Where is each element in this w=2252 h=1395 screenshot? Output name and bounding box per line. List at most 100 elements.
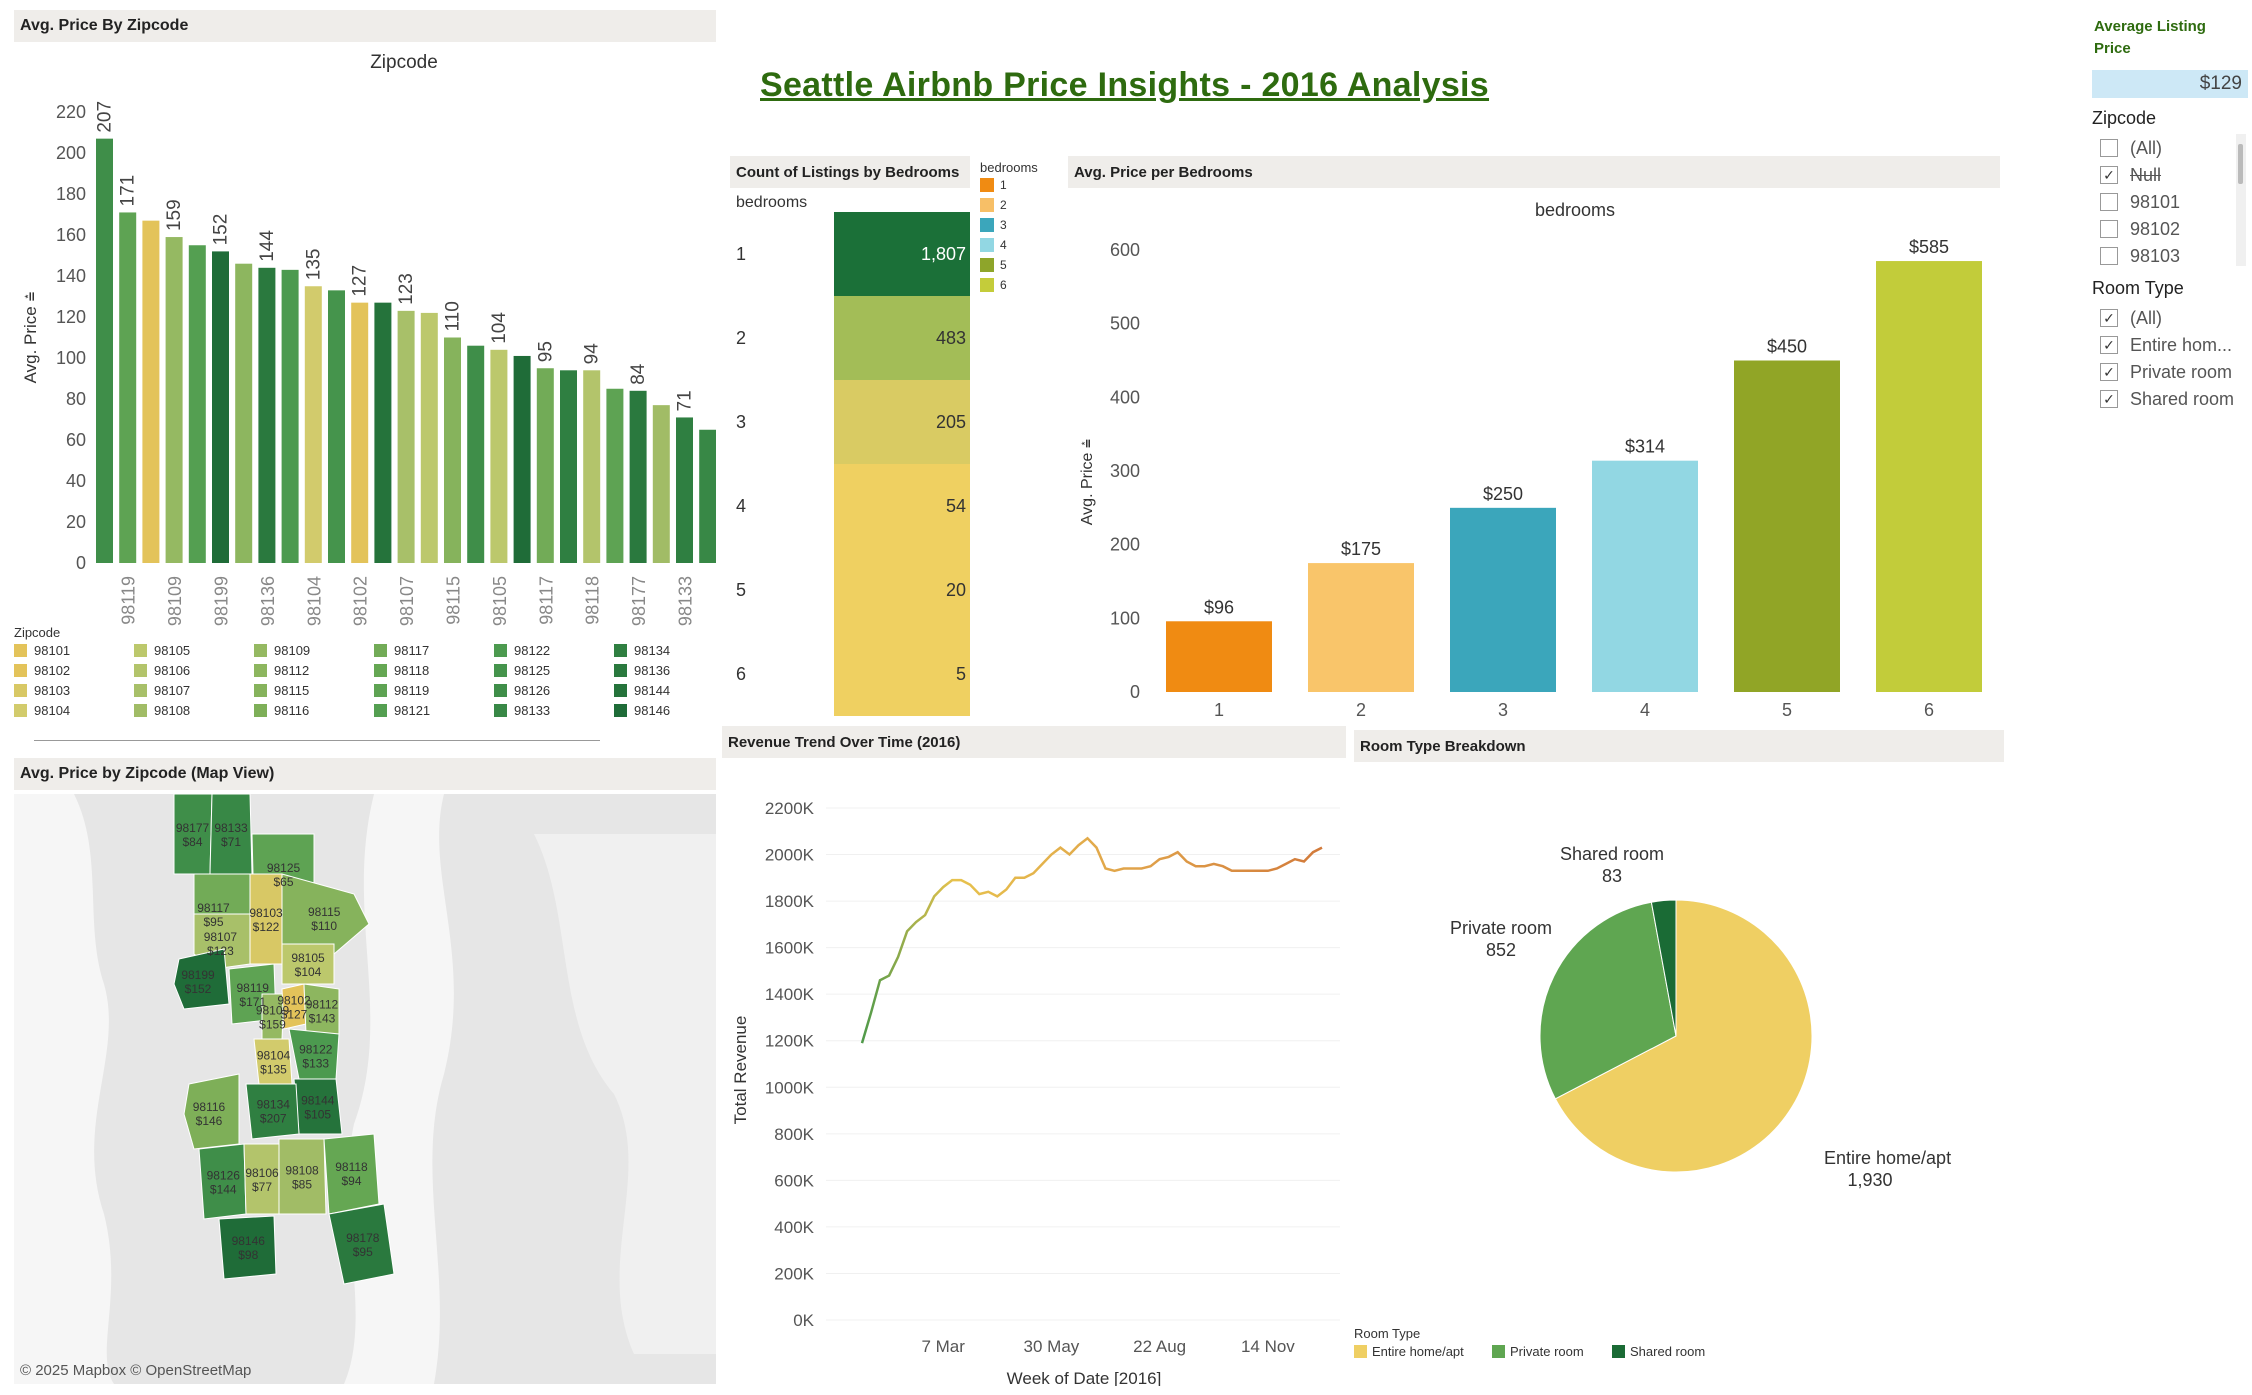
legend-swatch: [1354, 1345, 1367, 1358]
price-bar-1: [1166, 621, 1272, 692]
checkbox[interactable]: [2100, 139, 2118, 157]
bar-value-label: 94: [582, 343, 603, 365]
room-type-option[interactable]: ✓ Private room: [2100, 360, 2232, 384]
bedrooms-legend-item: 1: [980, 178, 1007, 192]
map-zip-label: 98106: [245, 1166, 279, 1180]
y-tick-label: 220: [56, 102, 86, 122]
y-tick-label: 500: [1110, 314, 1140, 334]
checkbox-label: Entire hom...: [2130, 334, 2233, 355]
checkbox[interactable]: ✓: [2100, 309, 2118, 327]
map-zip-label: 98146: [232, 1234, 266, 1248]
bar-value-label: 84: [628, 363, 649, 385]
x-tick-label: 98104: [304, 576, 324, 626]
legend-item-98125: 98125: [494, 663, 550, 678]
x-tick-label: 98136: [258, 576, 278, 626]
price-bar-4: [1592, 460, 1698, 692]
room-type-option[interactable]: ✓ (All): [2100, 306, 2162, 330]
legend-label: 98134: [634, 643, 671, 658]
bar-value-label: 104: [489, 312, 510, 344]
bedroom-row-label: 5: [736, 580, 746, 600]
y-tick-label: 120: [56, 307, 86, 327]
map-price-label: $127: [281, 1008, 308, 1022]
room-type-legend-item: Shared room: [1612, 1344, 1705, 1359]
checkbox-label: Null: [2130, 164, 2162, 185]
water-puget-sound: [14, 794, 114, 1384]
zipcode-filter-title: Zipcode: [2092, 108, 2157, 128]
legend-label: 98101: [34, 643, 71, 658]
map-zip-label: 98107: [204, 930, 238, 944]
legend-item-98109: 98109: [254, 643, 310, 658]
zip-bar-panel: Avg. Price By Zipcode Zipcode 0 20 40 60 80 10…: [14, 10, 716, 741]
legend-swatch: [980, 278, 994, 292]
map-price-label: $71: [221, 835, 241, 849]
price-bar-6: [1876, 261, 1982, 692]
legend-label: 98133: [514, 703, 551, 718]
land-east: [534, 834, 716, 1354]
legend-swatch: [14, 644, 27, 657]
legend-swatch: [134, 664, 147, 677]
legend-item-98117: 98117: [374, 643, 429, 658]
room-type-option[interactable]: ✓ Shared room: [2100, 387, 2234, 411]
legend-label: 98115: [274, 683, 310, 698]
map-price-label: $95: [353, 1245, 373, 1259]
price-bedrooms-panel-title: Avg. Price per Bedrooms: [1068, 156, 2000, 188]
zipcode-map[interactable]: 98177$8498133$7198125$6598117$9598103$12…: [14, 794, 716, 1384]
y-axis-label: Avg. Price ⩮: [21, 292, 40, 384]
count-value-label: 54: [946, 496, 966, 516]
price-value-label: $450: [1767, 337, 1807, 357]
map-region-98118: [323, 1133, 380, 1215]
zipcode-option[interactable]: 98103: [2100, 244, 2180, 268]
count-header: bedrooms: [736, 194, 808, 211]
revenue-line: [860, 836, 1323, 1044]
legend-label: 98107: [154, 683, 191, 698]
count-cell-6: [834, 632, 970, 716]
y-tick-label: 200: [56, 143, 86, 163]
checkbox[interactable]: ✓: [2100, 390, 2118, 408]
scrollbar-thumb[interactable]: [2238, 144, 2243, 184]
checkbox[interactable]: [2100, 193, 2118, 211]
zipcode-option[interactable]: (All): [2100, 136, 2162, 160]
legend-swatch: [374, 684, 387, 697]
legend-swatch: [254, 704, 267, 717]
price-bar-3: [1450, 507, 1556, 692]
legend-item-98104: 98104: [14, 703, 70, 718]
map-zip-label: 98108: [285, 1164, 319, 1178]
zipcode-option[interactable]: 98101: [2100, 190, 2180, 214]
count-bedrooms-panel: Count of Listings by Bedrooms bedrooms 1…: [730, 156, 1060, 722]
legend-swatch: [374, 664, 387, 677]
bar-value-label: 207: [95, 101, 116, 133]
checkbox[interactable]: ✓: [2100, 363, 2118, 381]
map-price-label: $85: [292, 1178, 312, 1192]
x-tick-label: 3: [1498, 700, 1508, 720]
zipcode-filter-scrollbar[interactable]: [2236, 134, 2246, 266]
map-zip-label: 98109: [256, 1004, 290, 1018]
checkbox[interactable]: [2100, 247, 2118, 265]
checkbox[interactable]: [2100, 220, 2118, 238]
y-tick-label: 0K: [793, 1311, 814, 1330]
checkbox-label: Private room: [2130, 361, 2233, 382]
x-tick-label: 98109: [165, 576, 185, 626]
bar-value-label: 123: [396, 273, 417, 305]
y-tick-label: 400: [1110, 387, 1140, 407]
map-zip-label: 98118: [335, 1160, 368, 1174]
x-tick-label: 2: [1356, 700, 1366, 720]
zipcode-option[interactable]: 98102: [2100, 217, 2180, 241]
legend-item-98144: 98144: [614, 683, 670, 698]
checkbox[interactable]: ✓: [2100, 336, 2118, 354]
revenue-panel: Revenue Trend Over Time (2016) 0K 200K 400…: [722, 726, 1346, 1386]
zipcode-option[interactable]: ✓ Null: [2100, 163, 2161, 187]
room-type-option[interactable]: ✓ Entire hom...: [2100, 333, 2232, 357]
x-tick-label: 98133: [676, 576, 696, 626]
map-attribution: © 2025 Mapbox © OpenStreetMap: [20, 1362, 252, 1379]
y-tick-label: 400K: [774, 1218, 814, 1237]
bedrooms-legend: 1 2 3 4 5 6: [980, 178, 1060, 298]
map-price-label: $144: [210, 1183, 237, 1197]
bedroom-row-label: 6: [736, 664, 746, 684]
legend-item-98101: 98101: [14, 643, 70, 658]
checkbox-label: (All): [2130, 137, 2162, 158]
legend-swatch: [494, 684, 507, 697]
checkbox[interactable]: ✓: [2100, 166, 2118, 184]
legend-item-98107: 98107: [134, 683, 190, 698]
bedrooms-legend-item: 3: [980, 218, 1007, 232]
